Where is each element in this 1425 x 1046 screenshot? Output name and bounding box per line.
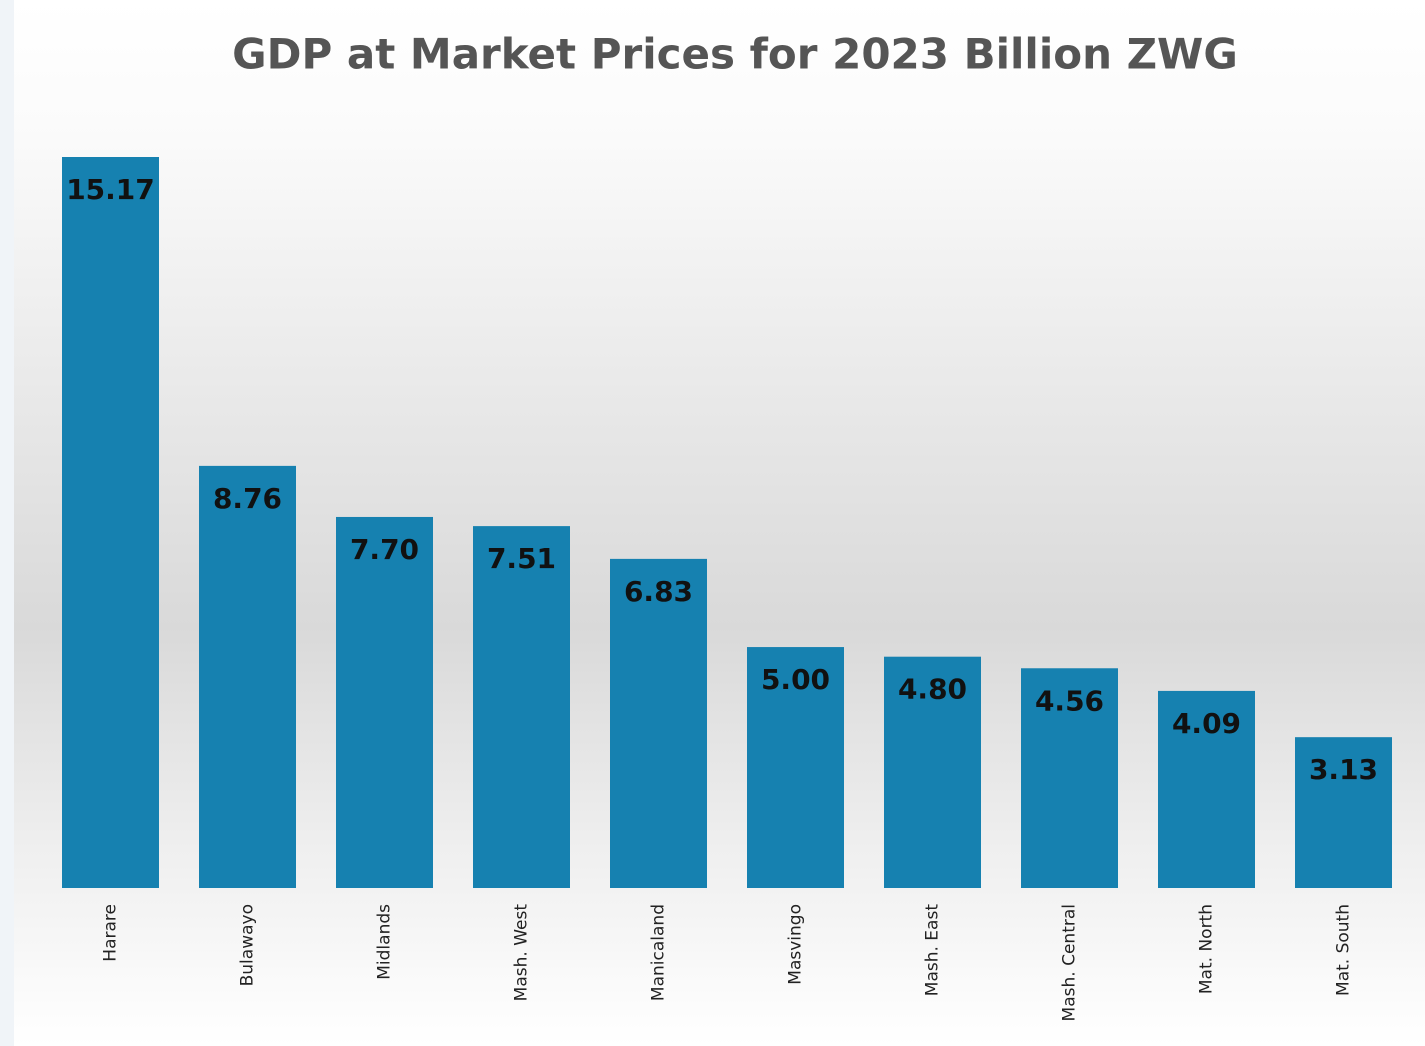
x-tick-label: Mash. West: [512, 904, 532, 1002]
left-edge: [0, 0, 14, 1046]
bar: [884, 656, 981, 888]
value-label: 8.76: [213, 482, 282, 515]
value-label: 3.13: [1309, 753, 1378, 786]
x-tick-label: Mash. East: [923, 904, 943, 997]
value-label: 4.09: [1172, 707, 1241, 740]
value-label: 4.80: [898, 673, 967, 706]
value-label: 4.56: [1035, 684, 1104, 717]
x-tick-label: Bulawayo: [238, 904, 258, 986]
x-tick-label: Harare: [101, 904, 121, 962]
x-tick-label: Masvingo: [786, 904, 806, 985]
x-tick-label: Mat. South: [1334, 904, 1354, 996]
value-label: 6.83: [624, 575, 693, 608]
x-tick-label: Manicaland: [649, 904, 669, 1001]
value-label: 5.00: [761, 663, 830, 696]
bar: [336, 516, 433, 888]
bar: [473, 526, 570, 888]
bar: [610, 558, 707, 888]
bar: [62, 157, 159, 888]
value-label: 7.51: [487, 542, 556, 575]
x-tick-label: Midlands: [375, 904, 395, 980]
bar: [1295, 737, 1392, 888]
x-tick-label: Mash. Central: [1060, 904, 1080, 1021]
bar: [199, 465, 296, 888]
chart-title: GDP at Market Prices for 2023 Billion ZW…: [232, 30, 1238, 79]
x-tick-label: Mat. North: [1197, 904, 1217, 994]
bar: [1021, 668, 1118, 888]
bar: [1158, 690, 1255, 888]
bar: [747, 647, 844, 888]
value-label: 7.70: [350, 533, 419, 566]
value-label: 15.17: [66, 173, 155, 206]
